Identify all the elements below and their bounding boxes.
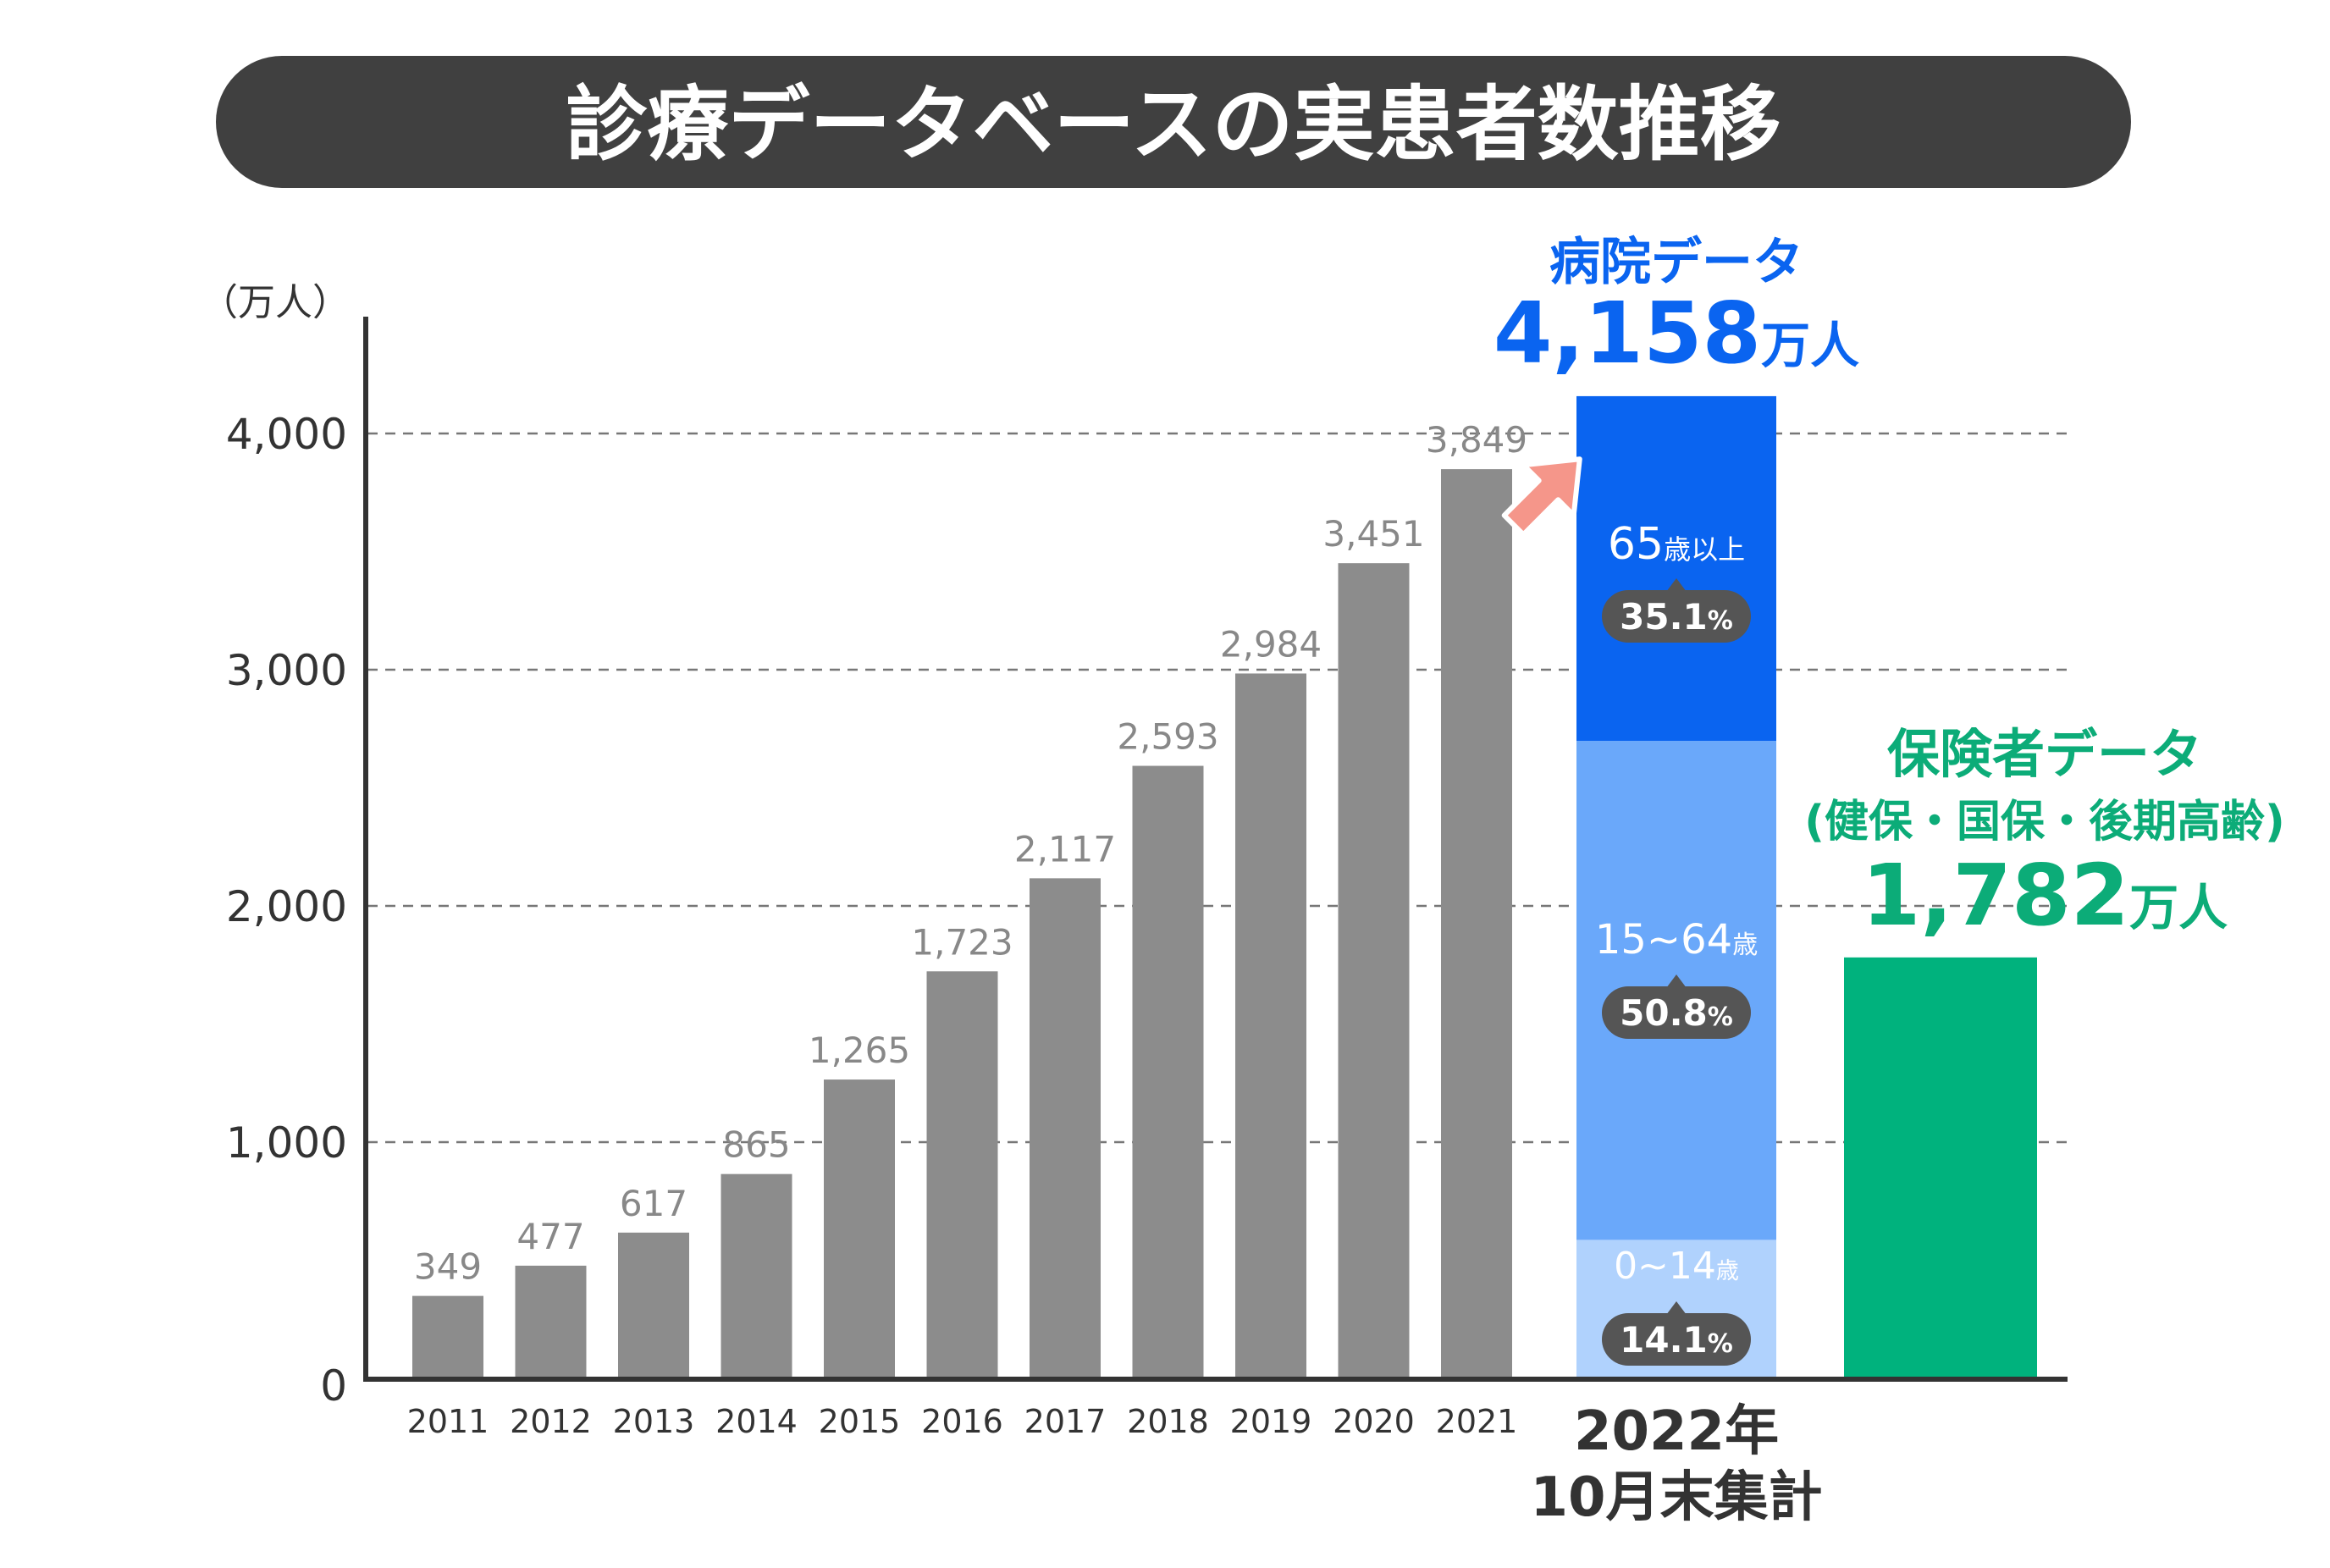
bar-value-label: 2,117 [1014,828,1116,870]
history-bars: 349 2011 477 2012 617 2013 865 2014 1,265 2015 1,7… [407,419,1527,1440]
y-axis-ticks: 0 1,000 2,000 3,000 4,000 [226,410,347,1411]
insurer-series-name-line2: (健保・国保・後期高齢) [1804,797,2285,847]
y-tick-label: 2,000 [226,882,347,931]
hospital-segment-65plus [1576,395,1776,742]
bar-value-label: 3,451 [1322,513,1424,555]
x-tick-label: 2020 [1333,1403,1415,1440]
share-pill [1602,590,1751,643]
y-unit-label: （万人） [201,281,350,324]
x-tick-label: 2012 [510,1403,592,1440]
bar-value-label: 617 [620,1183,687,1224]
share-pill [1602,986,1751,1039]
insurer-total-unit: 万人 [2129,879,2228,936]
bar-value-label: 477 [516,1216,584,1257]
x-tick-label: 2019 [1230,1403,1312,1440]
share-pill-label: 50.8% [1620,992,1733,1034]
hospital-series-name: 病院データ [1549,233,1803,292]
bar-value-label: 1,265 [809,1030,910,1071]
bar-value-label: 3,849 [1426,419,1527,461]
bar-value-label: 349 [414,1246,482,1288]
bar-2020 [1338,563,1410,1378]
insurer-bar-group [1844,957,2037,1378]
bar-2012 [515,1265,587,1378]
bar-value-label: 865 [722,1124,790,1166]
segment-label: 0~14歳 [1614,1245,1739,1288]
insurer-bar [1844,957,2037,1378]
growth-arrow-icon [1501,456,1582,538]
x-tick-label: 2017 [1024,1403,1107,1440]
hospital-total: 4,158万人 [1494,284,1859,383]
x-tick-label: 2013 [613,1403,695,1440]
x-tick-label: 2021 [1436,1403,1518,1440]
bar-2021 [1441,469,1512,1378]
hospital-total-value: 4,158 [1494,284,1761,383]
share-pill-pointer [1666,974,1687,988]
bar-value-label: 2,593 [1117,716,1218,758]
share-pill-pointer [1666,578,1687,592]
insurer-total-value: 1,782 [1862,846,2129,945]
bar-2018 [1132,765,1204,1378]
title-banner [216,56,2131,188]
share-pill [1602,1313,1751,1366]
segment-label: 65歳以上 [1608,519,1745,570]
bar-2014 [721,1173,792,1378]
y-tick-label: 3,000 [226,646,347,695]
bar-2011 [412,1295,483,1378]
share-pill-label: 35.1% [1620,596,1733,638]
y-tick-label: 1,000 [226,1118,347,1168]
chart-title: 診療データベースの実患者数推移 [566,77,1781,172]
grid-lines [367,432,2068,1144]
hospital-total-unit: 万人 [1761,317,1859,374]
x-label-2022-line2: 10月末集計 [1530,1466,1822,1529]
bar-2013 [618,1232,689,1378]
x-tick-label: 2015 [819,1403,901,1440]
hospital-bar-group: 0~14歳 14.1% 15~64歳 50.8% 65歳以上 35.1% [1576,395,1776,1378]
bar-value-label: 1,723 [911,921,1013,963]
insurer-total: 1,782万人 [1862,846,2228,945]
bar-2016 [926,971,998,1378]
share-pill-label: 14.1% [1620,1319,1733,1361]
x-label-2022-line1: 2022年 [1574,1400,1779,1463]
x-tick-label: 2014 [715,1403,798,1440]
segment-label: 15~64歳 [1595,916,1758,963]
x-tick-label: 2011 [407,1403,489,1440]
y-tick-label: 0 [320,1361,347,1411]
x-tick-label: 2016 [921,1403,1003,1440]
bar-2019 [1235,673,1306,1378]
bar-2015 [824,1079,895,1378]
bar-value-label: 2,984 [1220,623,1322,665]
x-tick-label: 2018 [1127,1403,1209,1440]
share-pill-pointer [1666,1301,1687,1315]
insurer-series-name-line1: 保険者データ [1887,723,2202,785]
y-tick-label: 4,000 [226,410,347,459]
bar-2017 [1030,878,1101,1378]
